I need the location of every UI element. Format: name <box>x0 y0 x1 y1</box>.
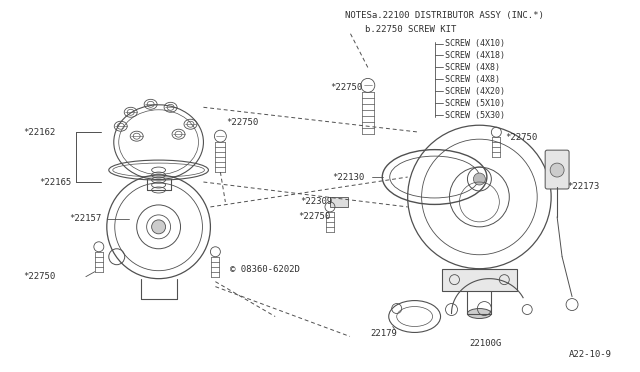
Text: *22157: *22157 <box>69 214 101 223</box>
Bar <box>330 197 348 207</box>
Text: SCREW (5X10): SCREW (5X10) <box>445 99 504 108</box>
Text: © 08360-6202D: © 08360-6202D <box>230 265 300 274</box>
Text: SCREW (4X8): SCREW (4X8) <box>445 75 500 84</box>
Text: 22179: 22179 <box>370 329 397 338</box>
Text: *22750: *22750 <box>330 83 362 92</box>
Text: *22309: *22309 <box>300 198 332 206</box>
Text: b.22750 SCREW KIT: b.22750 SCREW KIT <box>365 25 456 34</box>
Text: *22165: *22165 <box>39 177 71 186</box>
Text: *22162: *22162 <box>23 128 56 137</box>
Text: 22100G: 22100G <box>469 339 502 348</box>
Text: *22750: *22750 <box>506 133 538 142</box>
FancyBboxPatch shape <box>442 269 517 291</box>
Ellipse shape <box>467 308 492 318</box>
Text: SCREW (5X30): SCREW (5X30) <box>445 111 504 120</box>
Text: *22750: *22750 <box>23 272 56 281</box>
Text: *22130: *22130 <box>332 173 364 182</box>
Text: *22750: *22750 <box>298 212 330 221</box>
Text: SCREW (4X20): SCREW (4X20) <box>445 87 504 96</box>
Text: SCREW (4X8): SCREW (4X8) <box>445 63 500 72</box>
Circle shape <box>474 173 485 185</box>
Circle shape <box>152 220 166 234</box>
FancyBboxPatch shape <box>545 150 569 189</box>
Text: *22750: *22750 <box>227 118 259 127</box>
Text: A22-10-9: A22-10-9 <box>569 350 612 359</box>
Circle shape <box>550 163 564 177</box>
Text: *22173: *22173 <box>567 183 599 192</box>
Text: NOTESa.22100 DISTRIBUTOR ASSY (INC.*): NOTESa.22100 DISTRIBUTOR ASSY (INC.*) <box>345 11 544 20</box>
Text: SCREW (4X10): SCREW (4X10) <box>445 39 504 48</box>
Text: SCREW (4X18): SCREW (4X18) <box>445 51 504 60</box>
